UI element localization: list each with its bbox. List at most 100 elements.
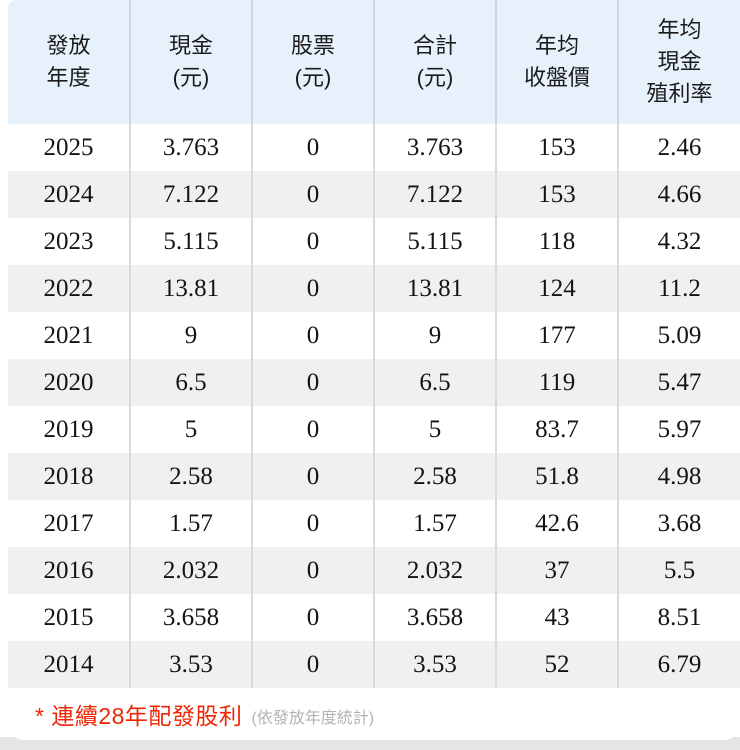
value-cell: 13.81 [130,265,253,312]
value-cell: 5 [374,406,497,453]
value-cell: 4.66 [618,171,740,218]
table-row: 2025 3.763 0 3.763 153 2.46 [8,124,740,171]
value-cell: 0 [252,500,375,547]
page-background-strip [0,737,740,750]
year-cell: 2024 [8,171,131,218]
year-cell: 2021 [8,312,131,359]
value-cell: 6.5 [130,359,253,406]
value-cell: 0 [252,594,375,641]
table-row: 2022 13.81 0 13.81 124 11.2 [8,265,740,312]
table-row: 2015 3.658 0 3.658 43 8.51 [8,594,740,641]
value-cell: 83.7 [496,406,619,453]
value-cell: 153 [496,171,619,218]
value-cell: 0 [252,641,375,688]
value-cell: 51.8 [496,453,619,500]
value-cell: 2.58 [130,453,253,500]
value-cell: 3.53 [374,641,497,688]
value-cell: 7.122 [374,171,497,218]
value-cell: 2.46 [618,124,740,171]
value-cell: 13.81 [374,265,497,312]
value-cell: 119 [496,359,619,406]
table-row: 2018 2.58 0 2.58 51.8 4.98 [8,453,740,500]
value-cell: 3.763 [130,124,253,171]
year-cell: 2020 [8,359,131,406]
table-row: 2016 2.032 0 2.032 37 5.5 [8,547,740,594]
value-cell: 5.97 [618,406,740,453]
table-body: 2025 3.763 0 3.763 153 2.46 2024 7.122 0 7.122 153… [8,124,740,688]
value-cell: 3.68 [618,500,740,547]
value-cell: 0 [252,265,375,312]
year-cell: 2025 [8,124,131,171]
value-cell: 52 [496,641,619,688]
dividend-history-table: 發放 年度 現金 (元) 股票 (元) 合計 (元) 年均 收盤價 年均 現金 殖利率 2025 3.76… [8,0,740,688]
value-cell: 0 [252,312,375,359]
table-header: 發放 年度 現金 (元) 股票 (元) 合計 (元) 年均 收盤價 年均 現金 殖利率 [8,0,740,124]
value-cell: 5.5 [618,547,740,594]
value-cell: 0 [252,547,375,594]
column-header-issue-year: 發放 年度 [8,0,131,124]
column-header-cash: 現金 (元) [130,0,253,124]
value-cell: 43 [496,594,619,641]
value-cell: 0 [252,359,375,406]
value-cell: 3.763 [374,124,497,171]
value-cell: 0 [252,171,375,218]
value-cell: 1.57 [130,500,253,547]
footnote: * 連續28年配發股利 (依發放年度統計) [8,688,740,740]
table-row: 2019 5 0 5 83.7 5.97 [8,406,740,453]
value-cell: 4.32 [618,218,740,265]
value-cell: 4.98 [618,453,740,500]
value-cell: 6.79 [618,641,740,688]
table-row: 2021 9 0 9 177 5.09 [8,312,740,359]
consecutive-dividend-years-note: * 連續28年配發股利 [35,703,243,729]
value-cell: 37 [496,547,619,594]
value-cell: 5.47 [618,359,740,406]
dividend-table-card: 發放 年度 現金 (元) 股票 (元) 合計 (元) 年均 收盤價 年均 現金 殖利率 2025 3.76… [8,0,740,740]
value-cell: 9 [374,312,497,359]
value-cell: 124 [496,265,619,312]
value-cell: 177 [496,312,619,359]
value-cell: 118 [496,218,619,265]
value-cell: 2.032 [130,547,253,594]
value-cell: 0 [252,406,375,453]
value-cell: 153 [496,124,619,171]
value-cell: 2.58 [374,453,497,500]
value-cell: 5.115 [130,218,253,265]
value-cell: 0 [252,218,375,265]
year-cell: 2018 [8,453,131,500]
value-cell: 2.032 [374,547,497,594]
value-cell: 5 [130,406,253,453]
value-cell: 8.51 [618,594,740,641]
table-row: 2023 5.115 0 5.115 118 4.32 [8,218,740,265]
value-cell: 3.53 [130,641,253,688]
year-cell: 2014 [8,641,131,688]
column-header-stock: 股票 (元) [252,0,375,124]
column-header-avg-cash-yield: 年均 現金 殖利率 [618,0,740,124]
year-cell: 2015 [8,594,131,641]
header-row: 發放 年度 現金 (元) 股票 (元) 合計 (元) 年均 收盤價 年均 現金 殖利率 [8,0,740,124]
year-cell: 2016 [8,547,131,594]
value-cell: 9 [130,312,253,359]
value-cell: 1.57 [374,500,497,547]
value-cell: 0 [252,124,375,171]
table-row: 2014 3.53 0 3.53 52 6.79 [8,641,740,688]
value-cell: 6.5 [374,359,497,406]
year-cell: 2019 [8,406,131,453]
value-cell: 7.122 [130,171,253,218]
column-header-avg-close-price: 年均 收盤價 [496,0,619,124]
value-cell: 0 [252,453,375,500]
value-cell: 5.09 [618,312,740,359]
table-row: 2020 6.5 0 6.5 119 5.47 [8,359,740,406]
table-row: 2017 1.57 0 1.57 42.6 3.68 [8,500,740,547]
value-cell: 42.6 [496,500,619,547]
year-cell: 2023 [8,218,131,265]
year-cell: 2022 [8,265,131,312]
table-row: 2024 7.122 0 7.122 153 4.66 [8,171,740,218]
value-cell: 3.658 [374,594,497,641]
value-cell: 5.115 [374,218,497,265]
value-cell: 3.658 [130,594,253,641]
value-cell: 11.2 [618,265,740,312]
year-cell: 2017 [8,500,131,547]
column-header-total: 合計 (元) [374,0,497,124]
footnote-qualifier: (依發放年度統計) [251,709,375,727]
